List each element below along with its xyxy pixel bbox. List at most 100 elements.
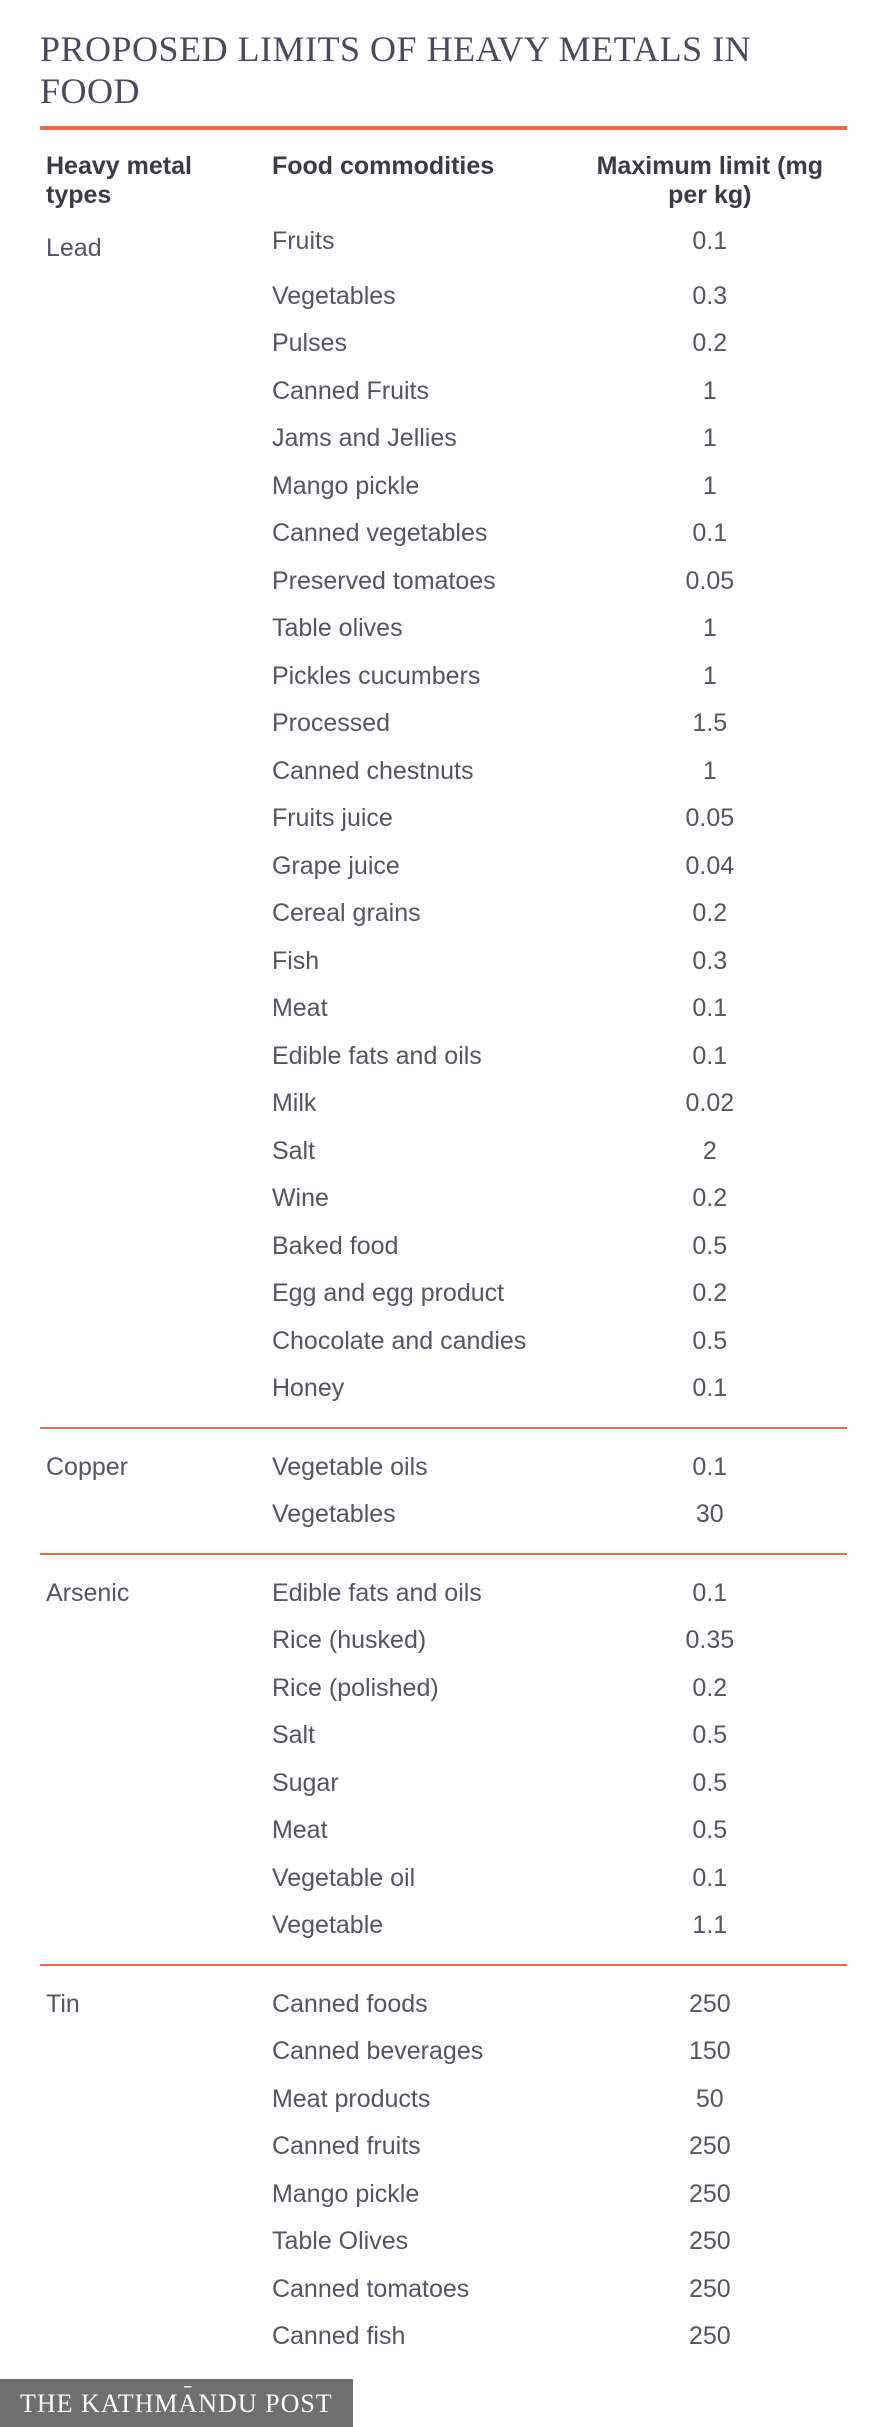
table-row: Vegetable oil0.1	[40, 1855, 847, 1903]
limit-cell: 0.02	[573, 1080, 847, 1128]
limit-cell: 0.2	[573, 1175, 847, 1223]
food-cell: Fruits juice	[266, 795, 573, 843]
table-row: LeadFruits0.1	[40, 218, 847, 273]
page-title: PROPOSED LIMITS OF HEAVY METALS IN FOOD	[40, 28, 847, 112]
header-row: Heavy metal types Food commodities Maxim…	[40, 130, 847, 218]
limit-cell: 0.04	[573, 843, 847, 891]
table-row: Grape juice0.04	[40, 843, 847, 891]
metal-cell	[40, 415, 266, 463]
limit-cell: 0.1	[573, 1429, 847, 1492]
metal-cell	[40, 1617, 266, 1665]
table-row: Meat0.1	[40, 985, 847, 1033]
limit-cell: 0.1	[573, 510, 847, 558]
table-row: Canned vegetables0.1	[40, 510, 847, 558]
table-row: Edible fats and oils0.1	[40, 1033, 847, 1081]
metal-cell	[40, 2218, 266, 2266]
publisher-post: NDU POST	[198, 2389, 332, 2418]
limit-cell: 0.2	[573, 1270, 847, 1318]
metal-cell: Copper	[40, 1429, 266, 1492]
limit-cell: 1.5	[573, 700, 847, 748]
publisher-pre: THE KATHM	[20, 2389, 179, 2418]
table-row: Honey0.1	[40, 1365, 847, 1413]
limit-cell: 0.35	[573, 1617, 847, 1665]
food-cell: Chocolate and candies	[266, 1318, 573, 1366]
food-cell: Grape juice	[266, 843, 573, 891]
food-cell: Fruits	[266, 218, 573, 273]
table-row: Canned fish250	[40, 2313, 847, 2361]
table-row: Mango pickle1	[40, 463, 847, 511]
metal-cell	[40, 1365, 266, 1413]
food-cell: Wine	[266, 1175, 573, 1223]
metal-cell	[40, 463, 266, 511]
limit-cell: 0.5	[573, 1318, 847, 1366]
table-row: Fruits juice0.05	[40, 795, 847, 843]
col-header-metal: Heavy metal types	[40, 130, 266, 218]
metal-cell	[40, 700, 266, 748]
table-row: ArsenicEdible fats and oils0.1	[40, 1555, 847, 1618]
food-cell: Sugar	[266, 1760, 573, 1808]
limit-cell: 0.5	[573, 1807, 847, 1855]
table-row: Fish0.3	[40, 938, 847, 986]
food-cell: Canned fruits	[266, 2123, 573, 2171]
metal-cell	[40, 1223, 266, 1271]
limit-cell: 0.1	[573, 1555, 847, 1618]
table-row: Processed1.5	[40, 700, 847, 748]
food-cell: Mango pickle	[266, 2171, 573, 2219]
page-container: PROPOSED LIMITS OF HEAVY METALS IN FOOD …	[0, 0, 887, 2361]
metal-cell	[40, 1712, 266, 1760]
metal-cell	[40, 1175, 266, 1223]
metal-cell	[40, 1665, 266, 1713]
metal-cell	[40, 1318, 266, 1366]
food-cell: Processed	[266, 700, 573, 748]
food-cell: Rice (husked)	[266, 1617, 573, 1665]
limit-cell: 30	[573, 1491, 847, 1539]
metal-cell	[40, 1902, 266, 1950]
food-cell: Fish	[266, 938, 573, 986]
limit-cell: 250	[573, 2171, 847, 2219]
food-cell: Meat	[266, 985, 573, 1033]
limit-cell: 0.3	[573, 273, 847, 321]
limit-cell: 0.5	[573, 1712, 847, 1760]
metal-cell	[40, 795, 266, 843]
food-cell: Preserved tomatoes	[266, 558, 573, 606]
limit-cell: 0.1	[573, 218, 847, 273]
table-row: Vegetables0.3	[40, 273, 847, 321]
limit-cell: 0.05	[573, 558, 847, 606]
metal-cell	[40, 1033, 266, 1081]
table-row: Milk0.02	[40, 1080, 847, 1128]
limit-cell: 0.05	[573, 795, 847, 843]
metal-cell	[40, 2171, 266, 2219]
table-row: Meat products50	[40, 2076, 847, 2124]
food-cell: Vegetables	[266, 273, 573, 321]
food-cell: Canned fish	[266, 2313, 573, 2361]
metal-cell	[40, 273, 266, 321]
metal-cell	[40, 653, 266, 701]
food-cell: Pulses	[266, 320, 573, 368]
food-cell: Pickles cucumbers	[266, 653, 573, 701]
table-row: Canned tomatoes250	[40, 2266, 847, 2314]
metal-cell	[40, 1855, 266, 1903]
table-row: Mango pickle250	[40, 2171, 847, 2219]
limit-cell: 250	[573, 2266, 847, 2314]
limit-cell: 0.3	[573, 938, 847, 986]
table-row: Cereal grains0.2	[40, 890, 847, 938]
limit-cell: 1	[573, 415, 847, 463]
limit-cell: 0.1	[573, 985, 847, 1033]
table-row: Baked food0.5	[40, 1223, 847, 1271]
limit-cell: 1	[573, 748, 847, 796]
table-row: Chocolate and candies0.5	[40, 1318, 847, 1366]
table-row: Salt2	[40, 1128, 847, 1176]
limit-cell: 1.1	[573, 1902, 847, 1950]
metal-cell	[40, 938, 266, 986]
limit-cell: 0.2	[573, 1665, 847, 1713]
table-row: Salt0.5	[40, 1712, 847, 1760]
food-cell: Table olives	[266, 605, 573, 653]
table-row: Canned chestnuts1	[40, 748, 847, 796]
metal-cell	[40, 985, 266, 1033]
table-row: Canned fruits250	[40, 2123, 847, 2171]
food-cell: Meat products	[266, 2076, 573, 2124]
table-row: Table Olives250	[40, 2218, 847, 2266]
metal-cell	[40, 748, 266, 796]
table-row: Rice (polished)0.2	[40, 1665, 847, 1713]
limit-cell: 1	[573, 463, 847, 511]
